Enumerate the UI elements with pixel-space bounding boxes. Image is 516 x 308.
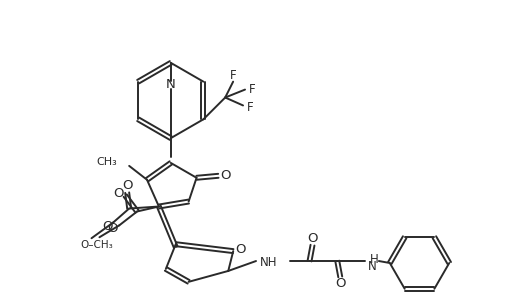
Text: F: F	[230, 69, 236, 82]
Text: O: O	[113, 187, 123, 200]
Text: O: O	[220, 169, 231, 182]
Text: O: O	[235, 243, 246, 256]
Text: N: N	[368, 261, 377, 274]
Text: O: O	[107, 222, 118, 235]
Text: O: O	[122, 179, 133, 192]
Text: F: F	[249, 83, 255, 96]
Text: NH: NH	[260, 256, 278, 269]
Text: H: H	[370, 253, 379, 265]
Text: F: F	[247, 101, 253, 114]
Text: O: O	[307, 232, 318, 245]
Text: O–CH₃: O–CH₃	[80, 240, 113, 250]
Text: O: O	[335, 277, 346, 290]
Text: O: O	[102, 220, 112, 233]
Text: CH₃: CH₃	[96, 157, 117, 167]
Text: N: N	[166, 78, 175, 91]
